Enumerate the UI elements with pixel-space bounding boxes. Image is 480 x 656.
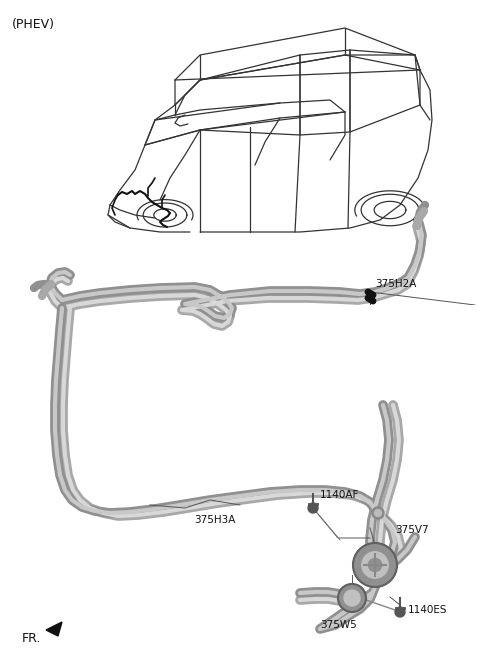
- Circle shape: [338, 584, 366, 612]
- Circle shape: [308, 503, 318, 513]
- Text: 375H3A: 375H3A: [194, 515, 235, 525]
- Circle shape: [362, 552, 388, 578]
- Text: 375H2A: 375H2A: [375, 279, 416, 289]
- Circle shape: [353, 543, 397, 587]
- Circle shape: [372, 507, 384, 519]
- Text: 1140AF: 1140AF: [320, 490, 360, 500]
- Circle shape: [344, 590, 360, 606]
- Circle shape: [374, 510, 382, 516]
- Circle shape: [369, 558, 382, 571]
- Text: (PHEV): (PHEV): [12, 18, 55, 31]
- Text: 375W5: 375W5: [320, 620, 357, 630]
- Text: 375V7: 375V7: [395, 525, 429, 535]
- Text: 1140ES: 1140ES: [408, 605, 447, 615]
- Text: FR.: FR.: [22, 632, 41, 644]
- Polygon shape: [46, 622, 62, 636]
- Circle shape: [395, 607, 405, 617]
